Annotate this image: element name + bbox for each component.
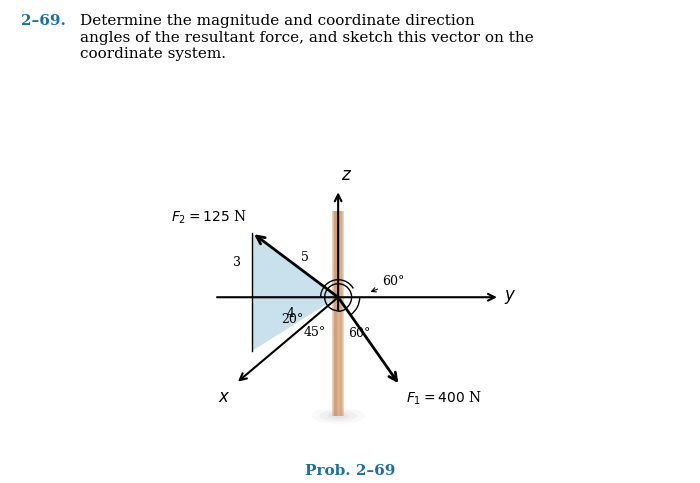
Polygon shape — [252, 297, 338, 351]
Text: Prob. 2–69: Prob. 2–69 — [304, 464, 395, 478]
Text: $y$: $y$ — [504, 288, 517, 306]
Text: Determine the magnitude and coordinate direction
angles of the resultant force, : Determine the magnitude and coordinate d… — [80, 14, 534, 61]
Text: 60°: 60° — [348, 327, 370, 341]
Text: 60°: 60° — [382, 274, 405, 287]
Text: 5: 5 — [301, 251, 309, 264]
Text: $F_1 = 400$ N: $F_1 = 400$ N — [407, 390, 482, 407]
Text: 3: 3 — [233, 256, 242, 269]
Ellipse shape — [312, 408, 365, 424]
Ellipse shape — [319, 410, 357, 421]
Text: $F_2 = 125$ N: $F_2 = 125$ N — [171, 209, 246, 226]
Text: 2–69.: 2–69. — [21, 14, 66, 28]
Text: 4: 4 — [287, 307, 295, 320]
Text: 20°: 20° — [281, 313, 304, 327]
Text: $z$: $z$ — [341, 167, 352, 184]
Text: 45°: 45° — [304, 326, 326, 339]
Text: $x$: $x$ — [218, 389, 230, 406]
Ellipse shape — [328, 412, 349, 419]
Polygon shape — [252, 233, 338, 297]
